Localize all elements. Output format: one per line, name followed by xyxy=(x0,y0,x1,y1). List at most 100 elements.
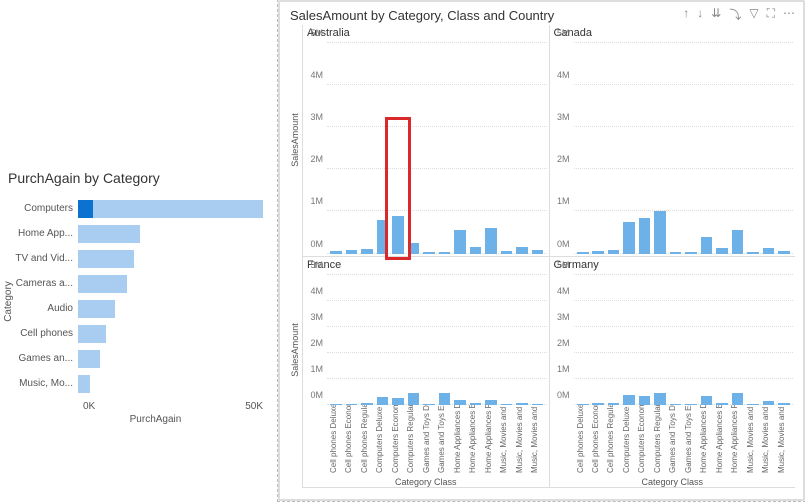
hbar-category-label: Games an... xyxy=(8,353,78,364)
vbar[interactable] xyxy=(623,395,635,405)
mini-plot xyxy=(574,275,794,406)
hbar-row[interactable]: Games an... xyxy=(8,346,263,371)
vbar[interactable] xyxy=(377,397,389,405)
hbar-bar[interactable] xyxy=(78,275,127,293)
hbar-category-label: Cell phones xyxy=(8,328,78,339)
vbar[interactable] xyxy=(639,396,651,405)
vbar[interactable] xyxy=(778,251,790,254)
x-category-label: Cell phones Regular xyxy=(606,405,620,473)
hbar-category-label: Music, Mo... xyxy=(8,378,78,389)
x-category-label: Cell phones Economy xyxy=(344,405,358,473)
hbar-bar-highlight xyxy=(78,200,93,218)
hbar-row[interactable]: Computers xyxy=(8,196,263,221)
hbar-bar[interactable] xyxy=(78,375,90,393)
left-bar-chart: Category ComputersHome App...TV and Vid.… xyxy=(8,196,263,476)
hbar-bar[interactable] xyxy=(78,300,115,318)
vbar[interactable] xyxy=(408,243,420,254)
left-y-axis-label: Category xyxy=(3,281,14,322)
vbar[interactable] xyxy=(701,396,713,405)
hbar-row[interactable]: Music, Mo... xyxy=(8,371,263,396)
x-category-label: Cell phones Regular xyxy=(360,405,374,473)
vbar[interactable] xyxy=(577,252,589,254)
vbar[interactable] xyxy=(654,393,666,405)
hbar-row[interactable]: Home App... xyxy=(8,221,263,246)
left-x-tick: 0K xyxy=(83,401,95,412)
x-category-label: Home Appliances Econo... xyxy=(715,405,729,473)
vbar[interactable] xyxy=(361,249,373,253)
y-tick-label: 2M xyxy=(310,154,323,164)
mini-panel: Australia0M1M2M3M4M5M xyxy=(302,25,549,257)
y-tick-label: 4M xyxy=(557,286,570,296)
mini-panel: Germany0M1M2M3M4M5MCell phones DeluxeCel… xyxy=(549,257,796,489)
x-category-label: Cell phones Deluxe xyxy=(576,405,590,473)
x-category-label: Computers Deluxe xyxy=(375,405,389,473)
y-tick-label: 1M xyxy=(557,196,570,206)
vbar[interactable] xyxy=(516,247,528,253)
vbar[interactable] xyxy=(392,216,404,254)
y-tick-label: 1M xyxy=(557,364,570,374)
hbar-bar[interactable] xyxy=(78,250,134,268)
x-category-label: Home Appliances Deluxe xyxy=(699,405,713,473)
hbar-category-label: Computers xyxy=(8,203,78,214)
x-category-label: Games and Toys Deluxe xyxy=(422,405,436,473)
vbar[interactable] xyxy=(747,252,759,254)
vbar[interactable] xyxy=(592,251,604,254)
mini-plot xyxy=(327,43,547,254)
mini-panel-title: Australia xyxy=(303,25,549,39)
vbar[interactable] xyxy=(763,248,775,253)
vbar[interactable] xyxy=(485,228,497,253)
y-tick-label: 5M xyxy=(557,28,570,38)
vbar[interactable] xyxy=(408,393,420,405)
x-category-label: Computers Regular xyxy=(653,405,667,473)
x-axis-title: Category Class xyxy=(550,477,796,487)
vbar[interactable] xyxy=(623,222,635,254)
hbar-row[interactable]: Audio xyxy=(8,296,263,321)
hbar-row[interactable]: TV and Vid... xyxy=(8,246,263,271)
vbar[interactable] xyxy=(654,211,666,253)
vbar[interactable] xyxy=(716,248,728,253)
vbar[interactable] xyxy=(423,252,435,254)
vbar[interactable] xyxy=(470,247,482,253)
more-options-icon[interactable]: ⋯ xyxy=(783,6,795,23)
focus-mode-icon[interactable]: ⛶ xyxy=(767,6,775,23)
hbar-row[interactable]: Cameras a... xyxy=(8,271,263,296)
hbar-bar[interactable] xyxy=(78,325,106,343)
drill-hierarchy-icon[interactable]: ⤵ xyxy=(729,6,741,23)
vbar[interactable] xyxy=(670,252,682,253)
vbar[interactable] xyxy=(701,237,713,254)
x-category-label: Music, Movies and Audio... xyxy=(530,405,544,473)
vbar[interactable] xyxy=(685,252,697,253)
hbar-bar[interactable] xyxy=(78,225,140,243)
x-category-label: Music, Movies and Audio... xyxy=(761,405,775,473)
y-tick-label: 1M xyxy=(310,196,323,206)
x-category-label: Music, Movies and Audio... xyxy=(746,405,760,473)
vbar[interactable] xyxy=(330,251,342,253)
drill-up-icon[interactable]: ↑ xyxy=(683,6,689,23)
x-category-label: Computers Deluxe xyxy=(622,405,636,473)
y-tick-label: 5M xyxy=(310,260,323,270)
vbar[interactable] xyxy=(439,252,451,254)
mini-panel-title: Canada xyxy=(550,25,796,39)
hbar-bar[interactable] xyxy=(78,200,263,218)
hbar-bar[interactable] xyxy=(78,350,100,368)
vbar[interactable] xyxy=(639,218,651,254)
x-axis-title: Category Class xyxy=(303,477,549,487)
vbar[interactable] xyxy=(377,220,389,254)
y-tick-label: 0M xyxy=(310,390,323,400)
vbar[interactable] xyxy=(501,251,513,253)
vbar[interactable] xyxy=(608,250,620,253)
right-chart-visual[interactable]: SalesAmount by Category, Class and Count… xyxy=(278,0,805,501)
vbar[interactable] xyxy=(346,250,358,253)
vbar[interactable] xyxy=(732,393,744,405)
filter-icon[interactable]: ▽ xyxy=(749,6,758,23)
mini-plot xyxy=(327,275,547,406)
vbar[interactable] xyxy=(454,230,466,253)
vbar[interactable] xyxy=(532,250,544,253)
drill-down-icon[interactable]: ↓ xyxy=(697,6,703,23)
vbar[interactable] xyxy=(732,230,744,253)
y-tick-label: 2M xyxy=(310,338,323,348)
x-category-label: Music, Movies and Audio... xyxy=(777,405,791,473)
drill-expand-icon[interactable]: ⇊ xyxy=(711,6,721,23)
hbar-row[interactable]: Cell phones xyxy=(8,321,263,346)
vbar[interactable] xyxy=(439,393,451,405)
